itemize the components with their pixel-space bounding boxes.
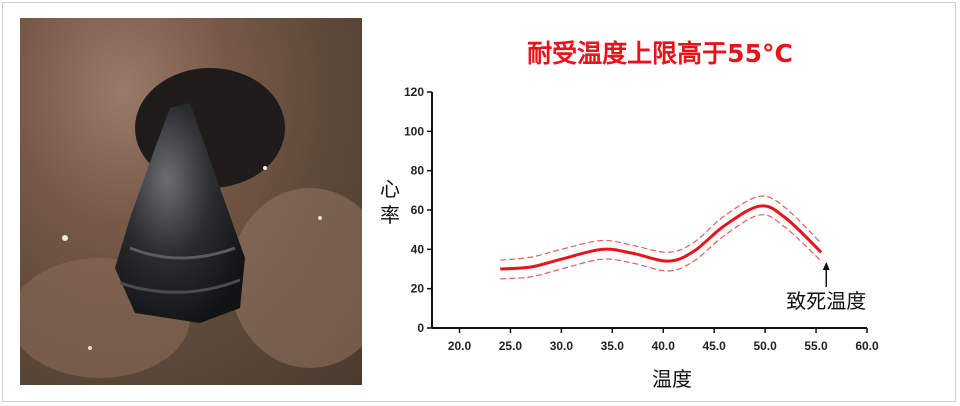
x-tick-label: 35.0 bbox=[601, 339, 625, 353]
y-tick-label: 80 bbox=[411, 164, 425, 178]
y-axis-label: 心率 bbox=[380, 177, 400, 227]
y-tick-label: 120 bbox=[404, 85, 424, 99]
figure-frame bbox=[2, 2, 956, 402]
y-tick-label: 60 bbox=[411, 203, 425, 217]
chart-title: 耐受温度上限高于55°C bbox=[527, 39, 793, 68]
x-tick-label: 50.0 bbox=[753, 339, 777, 353]
series-lower bbox=[500, 214, 822, 280]
y-tick-label: 20 bbox=[411, 282, 425, 296]
snail-illustration bbox=[20, 68, 362, 378]
x-tick-label: 20.0 bbox=[448, 339, 472, 353]
y-tick-label: 40 bbox=[411, 242, 425, 256]
snail-photo bbox=[20, 18, 362, 385]
series-upper bbox=[500, 195, 822, 261]
y-axis-label-char: 心 bbox=[380, 177, 400, 201]
x-tick-label: 30.0 bbox=[550, 339, 574, 353]
annotation-arrowhead bbox=[822, 262, 830, 270]
annotation-label: 致死温度 bbox=[786, 289, 866, 313]
x-tick-label: 55.0 bbox=[804, 339, 828, 353]
x-axis-label: 温度 bbox=[652, 367, 692, 391]
x-tick-label: 25.0 bbox=[499, 339, 523, 353]
x-tick-label: 60.0 bbox=[855, 339, 879, 353]
series-mean bbox=[500, 204, 823, 271]
x-tick-label: 40.0 bbox=[652, 339, 676, 353]
x-tick-label: 45.0 bbox=[703, 339, 727, 353]
y-axis-label-char: 率 bbox=[380, 203, 400, 227]
y-tick-label: 100 bbox=[404, 124, 424, 138]
y-tick-label: 0 bbox=[417, 321, 424, 335]
